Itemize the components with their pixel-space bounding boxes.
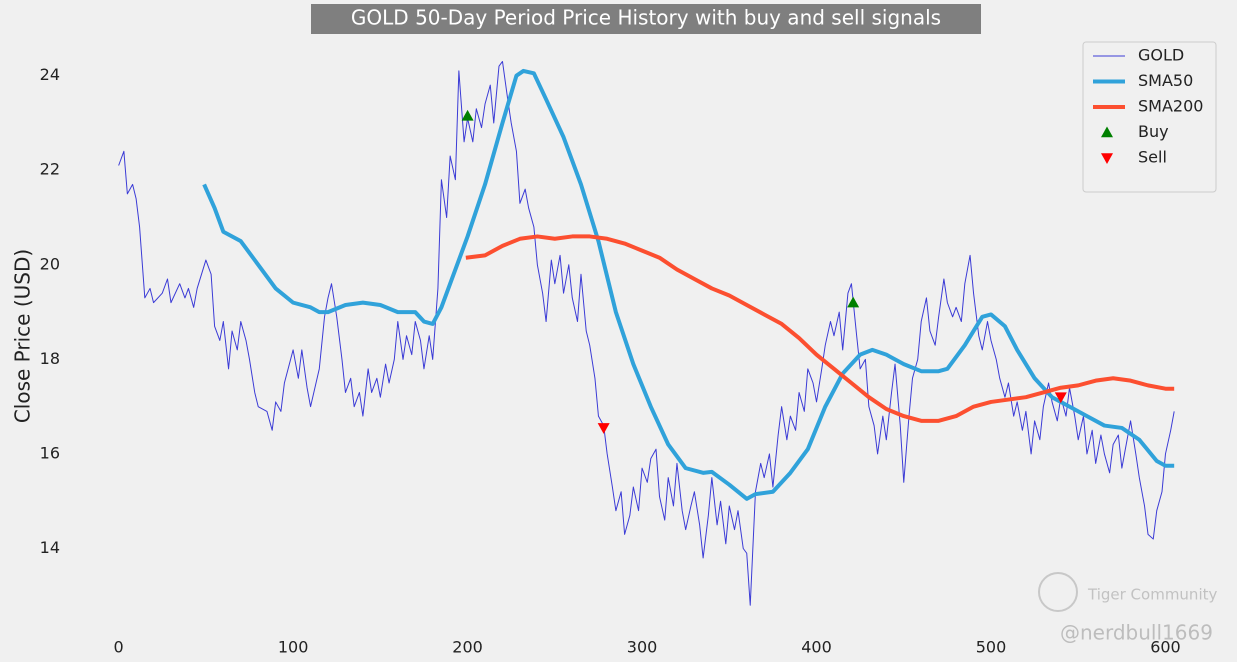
series-line xyxy=(202,68,1175,501)
legend-label: SMA200 xyxy=(1138,97,1203,116)
legend-marker xyxy=(1101,126,1113,138)
series-line xyxy=(118,60,1175,606)
watermark-logo xyxy=(1038,572,1078,612)
legend: GOLD SMA50 SMA200 Buy Sell xyxy=(1082,41,1217,193)
watermark-handle: @nerdbull1669 xyxy=(1060,621,1213,645)
signal-marker xyxy=(847,296,860,308)
y-axis-label: Close Price (USD) xyxy=(11,249,35,423)
x-tick-label: 600 xyxy=(1150,638,1181,657)
legend-label: GOLD xyxy=(1138,46,1184,65)
legend-box xyxy=(1082,41,1217,193)
watermark-text: Tiger Community xyxy=(1087,586,1217,604)
watermark: Tiger Community @nerdbull1669 xyxy=(1038,572,1217,645)
y-tick-label: 18 xyxy=(40,349,60,368)
legend-marker xyxy=(1101,153,1113,164)
x-tick-label: 400 xyxy=(801,638,832,657)
chart-title: GOLD 50-Day Period Price History with bu… xyxy=(351,6,941,30)
y-tick-label: 24 xyxy=(40,65,60,84)
y-tick-label: 20 xyxy=(40,254,60,273)
legend-label: SMA50 xyxy=(1138,71,1193,90)
signal-marker xyxy=(1054,392,1067,404)
legend-label: Buy xyxy=(1138,122,1169,141)
signal-marker xyxy=(461,109,474,121)
title-box xyxy=(311,4,981,34)
x-tick-label: 0 xyxy=(114,638,124,657)
y-tick-label: 14 xyxy=(40,538,60,557)
series-line xyxy=(465,234,1175,423)
x-tick-label: 300 xyxy=(627,638,658,657)
legend-label: Sell xyxy=(1138,148,1167,167)
signal-marker xyxy=(597,423,610,434)
x-tick-label: 200 xyxy=(452,638,483,657)
x-tick-label: 500 xyxy=(976,638,1007,657)
x-tick-label: 100 xyxy=(278,638,309,657)
y-tick-label: 16 xyxy=(40,443,60,462)
y-tick-label: 22 xyxy=(40,160,60,179)
